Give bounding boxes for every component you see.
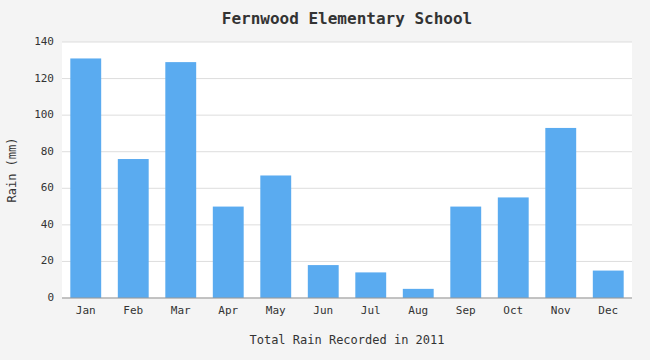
bar — [260, 175, 291, 298]
x-tick-label: Dec — [598, 304, 618, 317]
x-tick-label: Oct — [503, 304, 523, 317]
x-axis-label: Total Rain Recorded in 2011 — [249, 333, 444, 347]
title: Fernwood Elementary School — [222, 9, 472, 28]
x-tick-label: Sep — [456, 304, 476, 317]
x-tick-label: Feb — [123, 304, 143, 317]
bar — [213, 207, 244, 298]
bar — [593, 271, 624, 298]
x-tick-label: Jun — [313, 304, 333, 317]
y-tick-label: 0 — [47, 291, 54, 304]
bars — [70, 58, 623, 298]
y-tick-label: 60 — [41, 181, 54, 194]
bar — [545, 128, 576, 298]
x-axis: Jan Feb Mar Apr May Jun Jul Aug Sep Oct Nov Dec — [76, 304, 618, 317]
y-tick-label: 140 — [34, 35, 54, 48]
bar — [308, 265, 339, 298]
y-axis: 0 20 40 60 80 100 120 140 — [34, 35, 54, 304]
y-tick-label: 120 — [34, 72, 54, 85]
plot-area — [62, 42, 632, 298]
background — [0, 0, 650, 360]
x-tick-label: Jul — [361, 304, 381, 317]
y-axis-label: Rain (mm) — [5, 137, 19, 202]
y-tick-label: 20 — [41, 254, 54, 267]
bar — [403, 289, 434, 298]
x-tick-label: Apr — [218, 304, 238, 317]
x-tick-label: Mar — [171, 304, 191, 317]
bar — [118, 159, 149, 298]
y-tick-label: 80 — [41, 145, 54, 158]
grid-line — [62, 78, 632, 79]
chart-container: 0 20 40 60 80 100 120 140 Jan Feb Mar Apr May Jun Jul A… — [0, 0, 650, 360]
grid-line — [62, 298, 632, 299]
x-tick-label: Jan — [76, 304, 96, 317]
y-tick-label: 40 — [41, 218, 54, 231]
bar — [70, 58, 101, 298]
grid-line — [62, 42, 632, 43]
grid — [62, 42, 632, 298]
chart: 0 20 40 60 80 100 120 140 Jan Feb Mar Apr May Jun Jul A… — [0, 0, 650, 360]
bar — [355, 272, 386, 298]
x-tick-label: Nov — [551, 304, 571, 317]
x-tick-label: May — [266, 304, 286, 317]
x-tick-label: Aug — [408, 304, 428, 317]
x-axis-line — [62, 298, 632, 299]
bar — [498, 197, 529, 298]
grid-line — [62, 115, 632, 116]
y-tick-label: 100 — [34, 108, 54, 121]
bar — [450, 207, 481, 298]
bar — [165, 62, 196, 298]
